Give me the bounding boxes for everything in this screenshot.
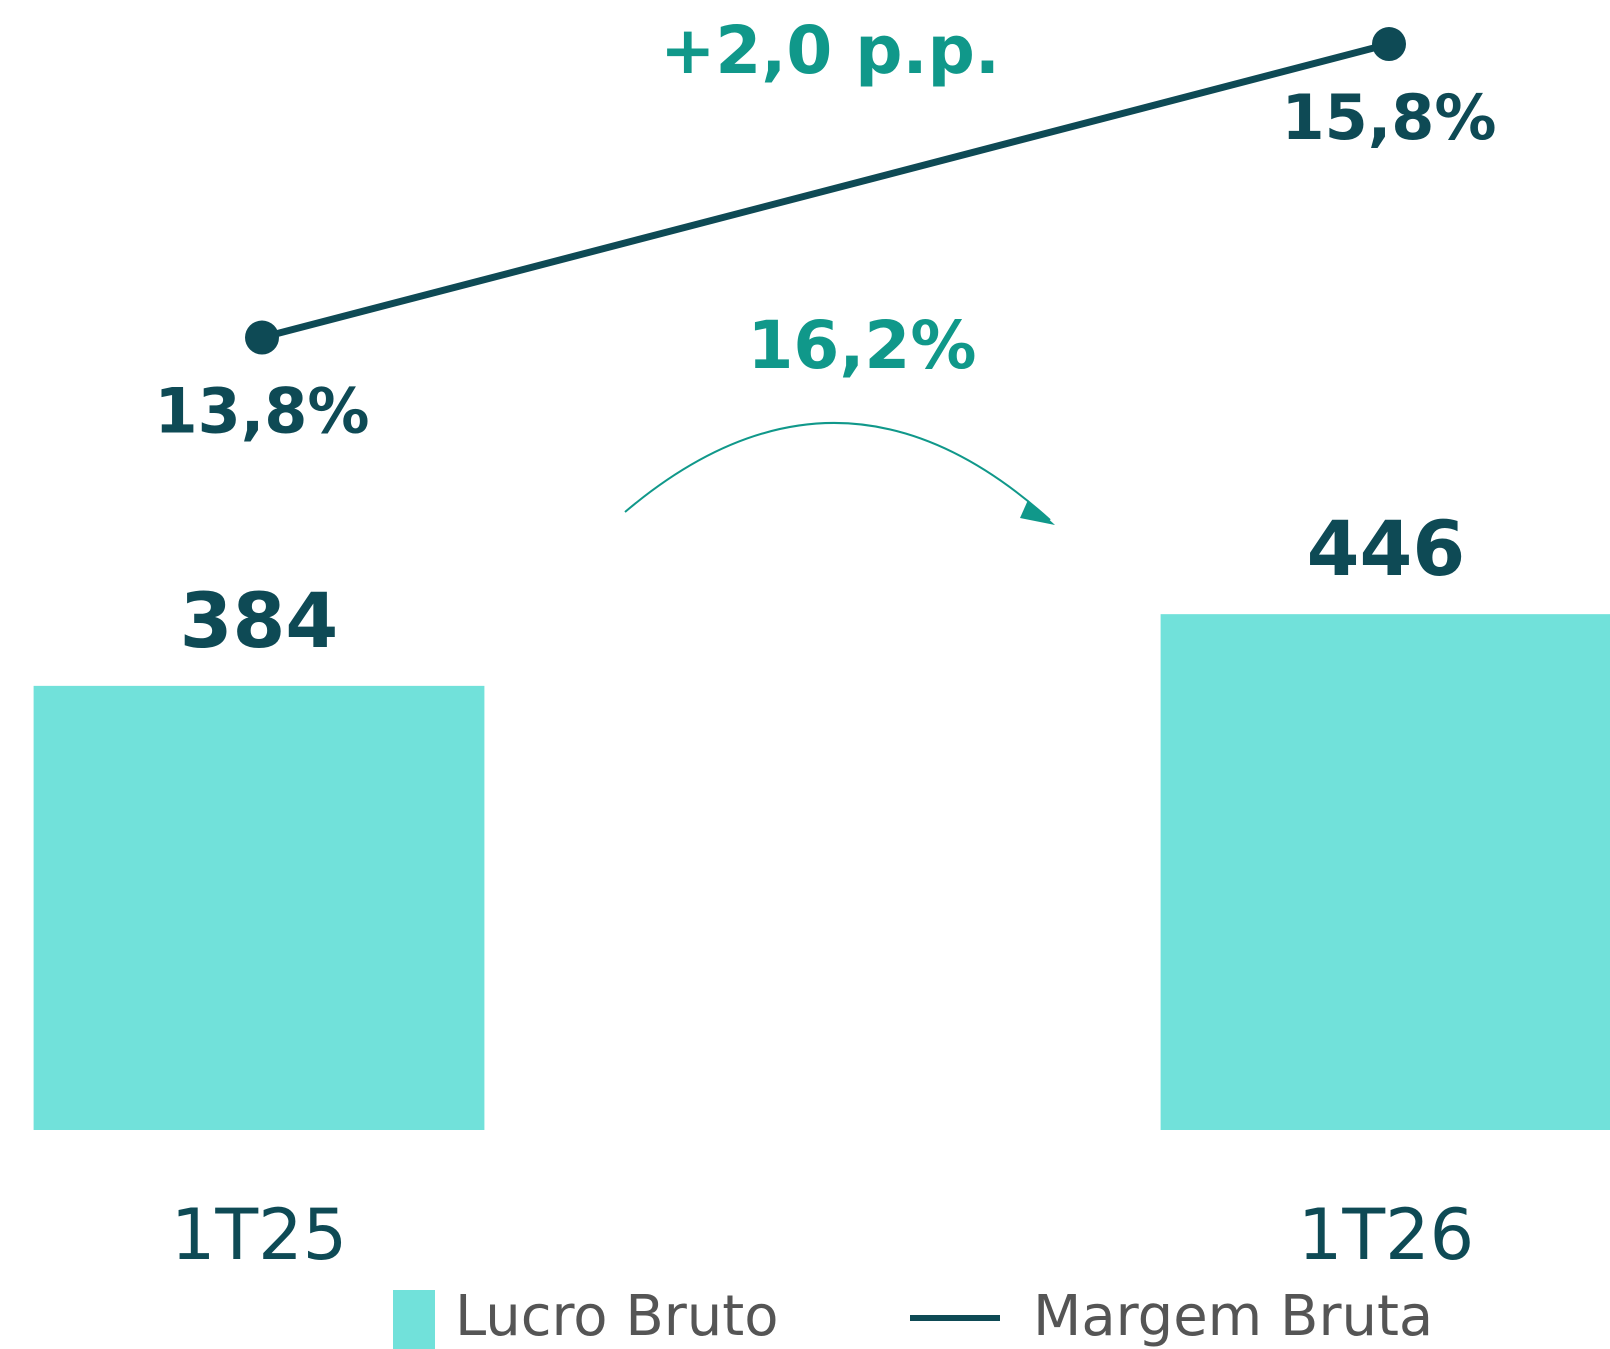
line-point [1372,27,1406,62]
bar [1160,614,1610,1130]
bar-value-label: 446 [1307,504,1466,593]
line [261,40,1390,341]
bar-value-label: 384 [180,576,339,665]
x-tick-label: 1T26 [1298,1194,1474,1276]
legend-label: Lucro Bruto [455,1284,779,1349]
line-value-label: 15,8% [1281,81,1496,154]
arrow-head [1020,500,1055,525]
growth-arrow [624,422,1051,521]
line-point [245,320,279,355]
legend-label: Margem Bruta [1033,1284,1433,1349]
line-value-label: 13,8% [154,375,369,448]
bar [33,685,485,1130]
legend-swatch [393,1290,435,1349]
annotation: 16,2% [748,307,977,384]
annotation: +2,0 p.p. [660,12,1000,89]
x-tick-label: 1T25 [171,1194,347,1276]
